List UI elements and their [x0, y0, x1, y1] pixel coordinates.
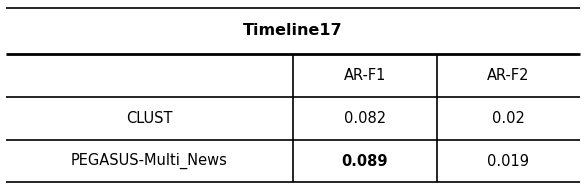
Text: AR-F1: AR-F1	[343, 68, 386, 83]
Text: 0.089: 0.089	[342, 154, 388, 169]
Text: 0.019: 0.019	[488, 154, 529, 169]
Text: AR-F2: AR-F2	[487, 68, 530, 83]
Text: 0.02: 0.02	[492, 111, 525, 126]
Text: CLUST: CLUST	[126, 111, 173, 126]
Text: 0.082: 0.082	[344, 111, 386, 126]
Text: PEGASUS-Multi_News: PEGASUS-Multi_News	[71, 153, 228, 169]
Text: Timeline17: Timeline17	[243, 23, 343, 38]
